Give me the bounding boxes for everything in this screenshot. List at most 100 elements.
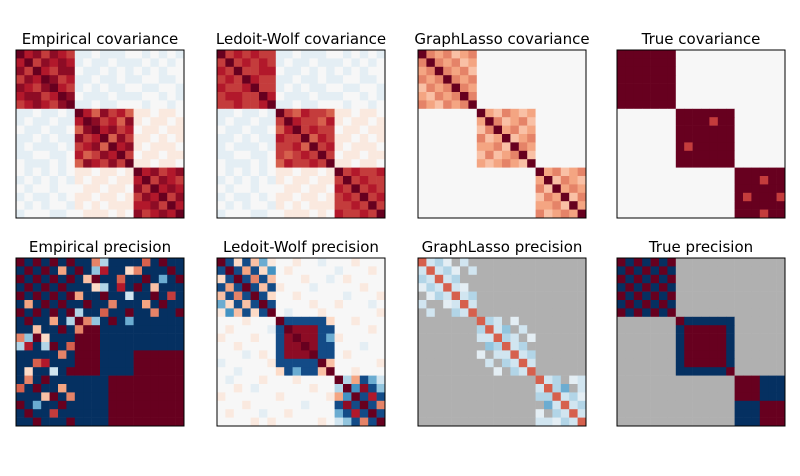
cell <box>250 342 260 351</box>
cell <box>675 316 685 326</box>
cell <box>625 167 635 177</box>
cell <box>334 92 344 101</box>
cell <box>709 358 719 368</box>
cell <box>717 142 727 152</box>
cell <box>116 300 126 309</box>
cell <box>133 92 143 101</box>
cell <box>726 367 735 376</box>
cell <box>292 108 302 118</box>
cell <box>100 333 109 343</box>
masked-cell <box>476 258 486 267</box>
cell <box>751 75 761 84</box>
cell <box>150 209 160 219</box>
cell <box>242 283 251 292</box>
cell <box>351 92 361 101</box>
masked-cell <box>535 258 545 267</box>
cell <box>443 150 452 160</box>
cell <box>284 150 293 160</box>
cell <box>116 201 126 210</box>
cell <box>334 350 344 360</box>
cell <box>83 201 92 210</box>
masked-cell <box>544 316 553 326</box>
cell <box>150 134 160 143</box>
cell <box>502 358 511 368</box>
cell <box>41 142 50 152</box>
cell <box>334 333 344 343</box>
cell <box>776 417 786 427</box>
cell <box>759 66 769 76</box>
cell <box>309 50 319 59</box>
cell <box>167 384 176 393</box>
cell <box>100 325 109 334</box>
cell <box>275 417 285 427</box>
cell <box>116 417 126 427</box>
cell <box>284 100 293 110</box>
cell <box>275 66 285 76</box>
cell <box>326 125 335 135</box>
cell <box>659 274 668 284</box>
cell <box>301 134 310 143</box>
masked-cell <box>776 342 786 351</box>
cell <box>49 274 59 284</box>
cell <box>351 384 361 393</box>
cell <box>83 142 92 152</box>
masked-cell <box>659 409 668 418</box>
masked-cell <box>650 392 660 402</box>
masked-cell <box>684 409 693 418</box>
cell <box>351 108 361 118</box>
cell <box>334 159 344 168</box>
cell <box>217 417 226 427</box>
cell <box>577 192 587 202</box>
cell <box>476 316 486 326</box>
cell <box>41 308 50 318</box>
cell <box>259 167 268 177</box>
cell <box>100 308 109 318</box>
cell <box>768 192 777 202</box>
cell <box>460 291 469 301</box>
cell <box>125 367 134 376</box>
masked-cell <box>617 409 626 418</box>
cell <box>242 266 251 276</box>
cell <box>734 92 744 101</box>
cell <box>116 66 126 76</box>
cell <box>16 75 25 84</box>
cell <box>250 100 260 110</box>
masked-cell <box>434 325 444 334</box>
cell <box>535 409 545 418</box>
cell <box>116 92 126 101</box>
cell <box>418 134 427 143</box>
masked-cell <box>426 375 436 385</box>
cell <box>284 50 293 59</box>
cell <box>368 50 377 59</box>
masked-cell <box>552 266 562 276</box>
cell <box>217 333 226 343</box>
cell <box>701 150 710 160</box>
cell <box>434 83 444 93</box>
cell <box>717 367 727 376</box>
cell <box>343 358 352 368</box>
cell <box>108 75 118 84</box>
cell <box>100 176 109 185</box>
cell <box>108 134 118 143</box>
masked-cell <box>717 258 727 267</box>
cell <box>510 75 520 84</box>
cell <box>642 201 651 210</box>
cell <box>633 117 643 126</box>
cell <box>133 417 143 427</box>
cell <box>150 300 160 309</box>
cell <box>233 333 243 343</box>
masked-cell <box>426 409 436 418</box>
cell <box>418 50 427 59</box>
cell <box>74 274 84 284</box>
cell <box>284 300 293 309</box>
cell <box>175 108 185 118</box>
cell <box>217 134 226 143</box>
cell <box>41 125 50 135</box>
cell <box>49 92 59 101</box>
cell <box>83 50 92 59</box>
cell <box>16 142 25 152</box>
cell <box>133 117 143 126</box>
cell <box>267 176 277 185</box>
cell <box>426 150 436 160</box>
